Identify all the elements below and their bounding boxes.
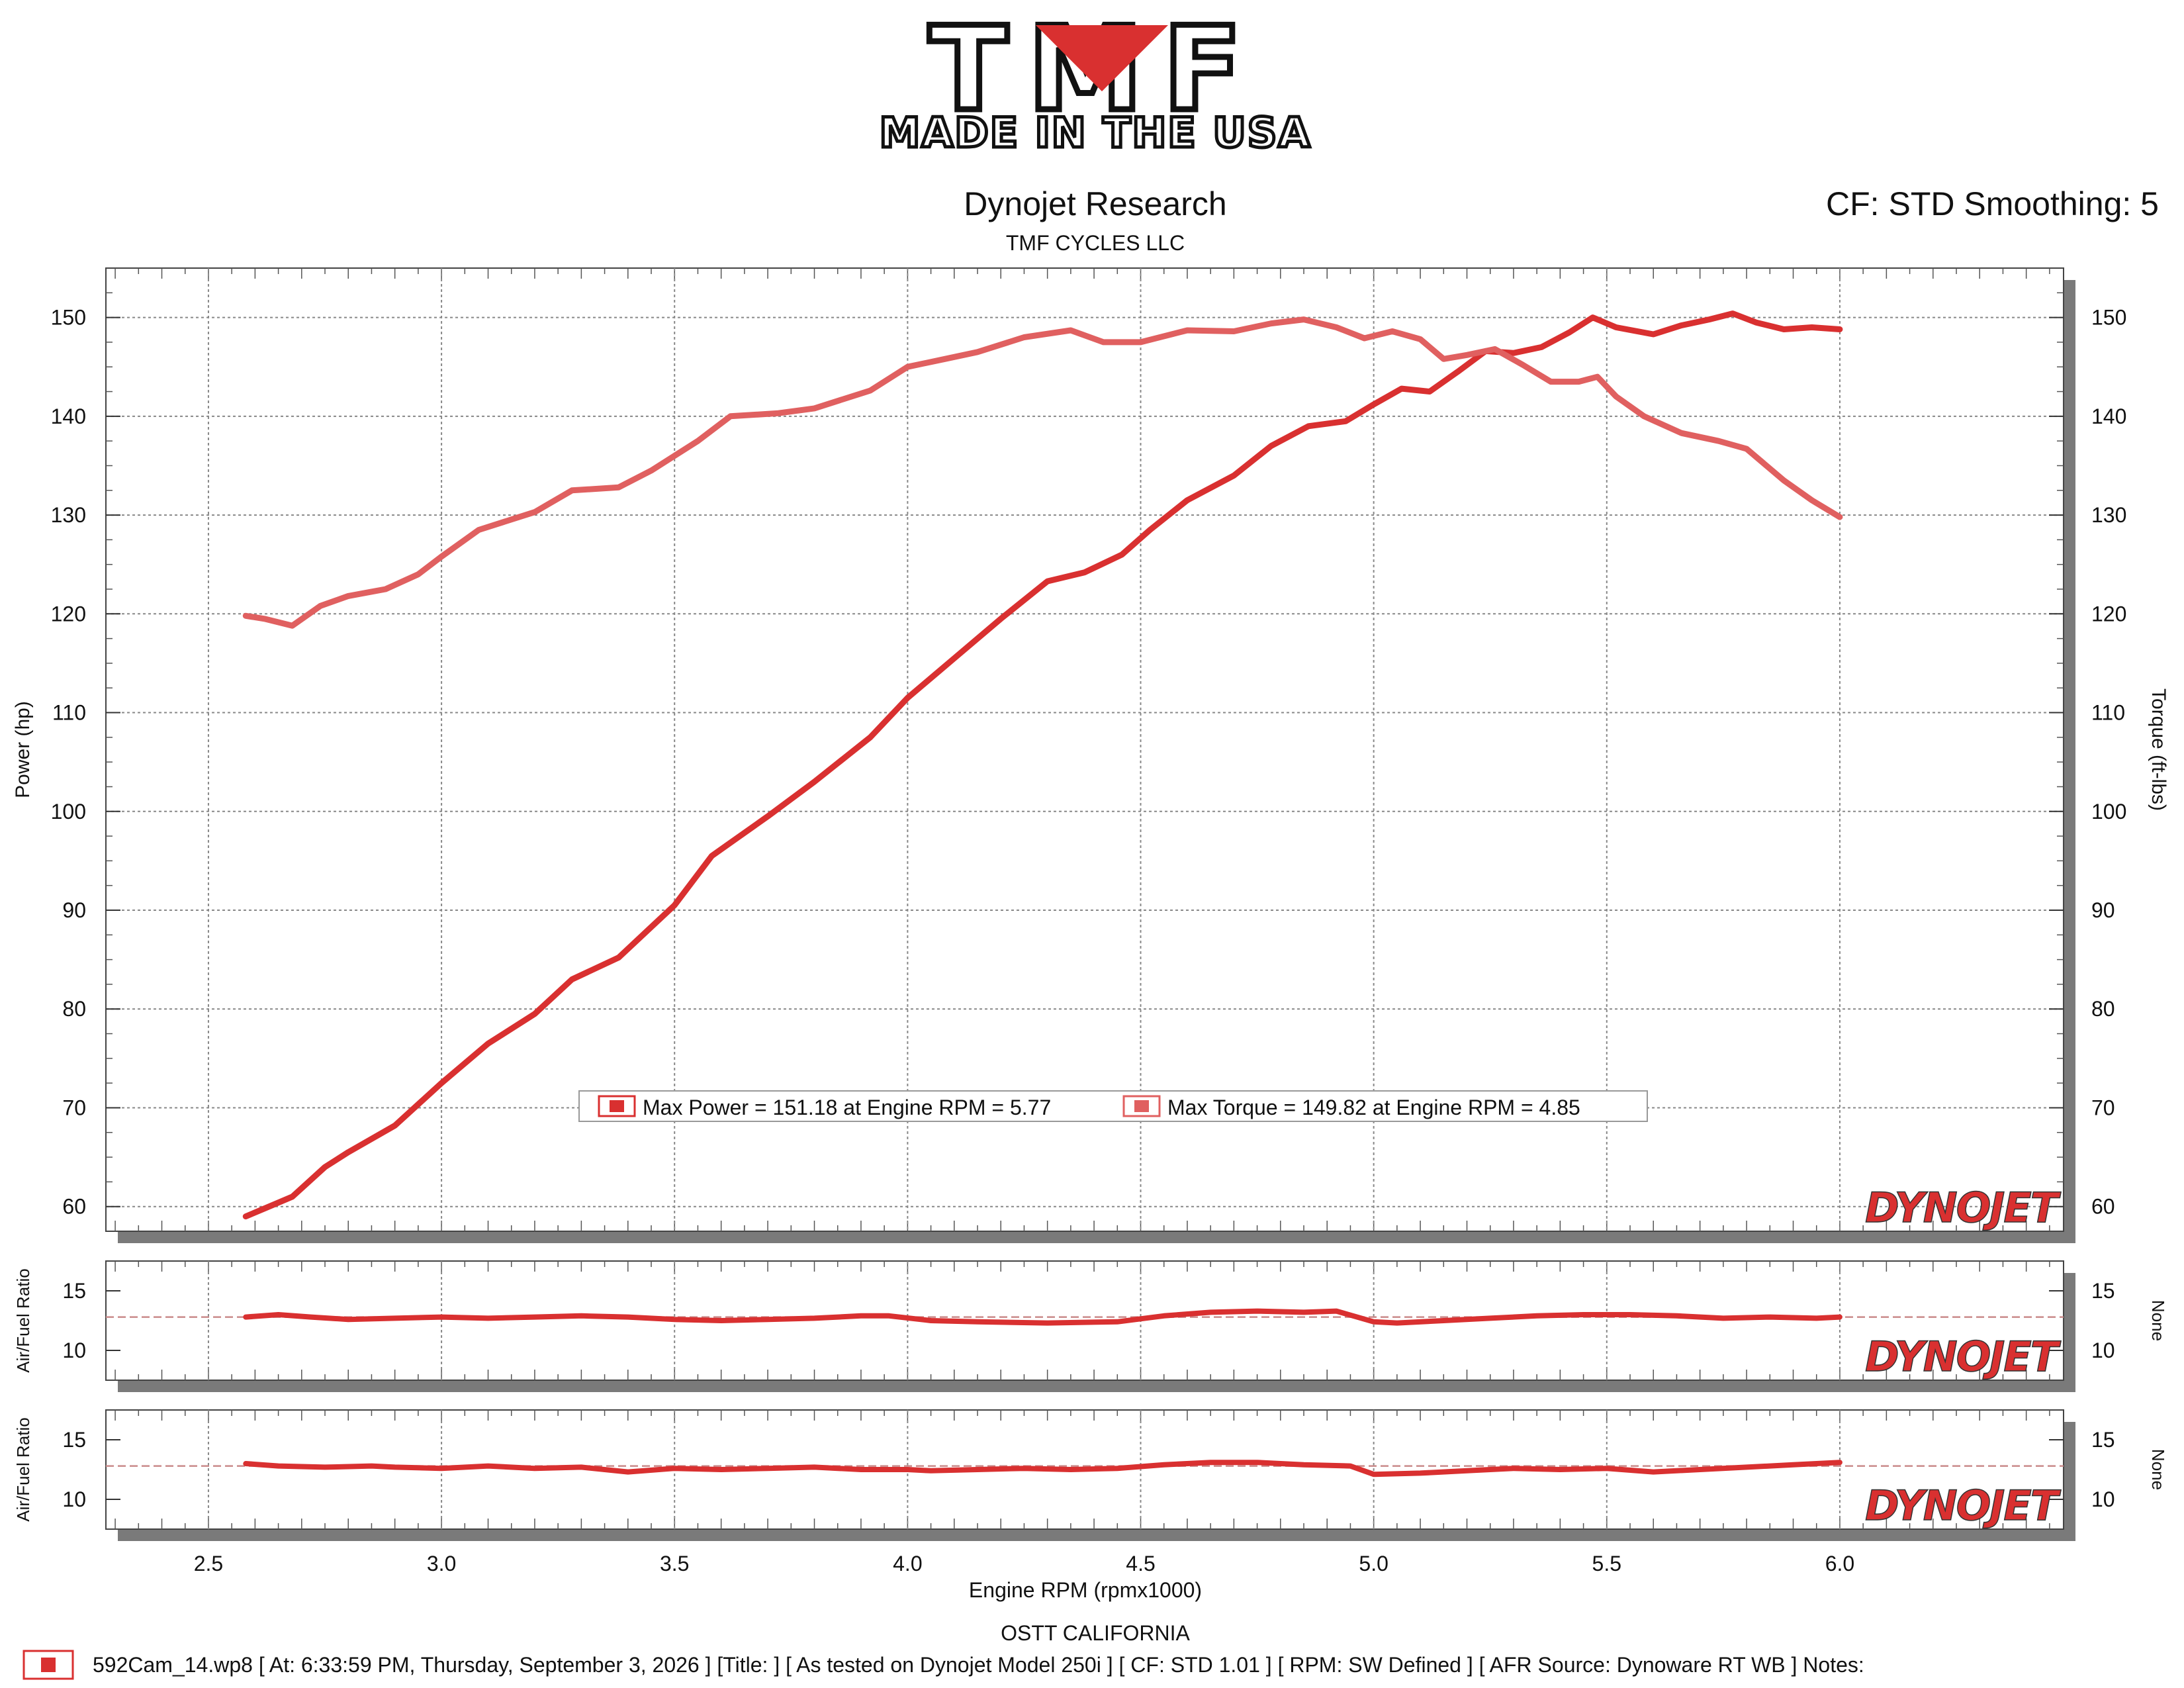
y-tick-label: 110 — [52, 701, 86, 725]
chart-panels: 60 60 70 70 80 80 90 90 100 100 110 110 120 120 130 130… — [12, 267, 2169, 1575]
legend-label: Max Torque = 149.82 at Engine RPM = 4.85 — [1167, 1096, 1580, 1119]
panel-2: 10 10 15 15 Air/Fuel Ratio None DYNOJET — [13, 1260, 2168, 1392]
legend: Max Power = 151.18 at Engine RPM = 5.77 M… — [578, 1090, 1648, 1122]
x-tick-label: 5.0 — [1359, 1552, 1388, 1575]
y2-tick-label: 140 — [2091, 404, 2126, 428]
y2-tick-label: 60 — [2091, 1195, 2115, 1219]
y2-tick-label: 70 — [2091, 1096, 2115, 1119]
y2-axis-title: None — [2148, 1449, 2168, 1490]
y2-tick-label: 10 — [2091, 1338, 2115, 1362]
y2-tick-label: 10 — [2091, 1487, 2115, 1511]
y-tick-label: 60 — [62, 1195, 86, 1219]
tmf-logo: TMF MADE IN THE USA — [878, 0, 1312, 159]
y2-axis-title: Torque (ft-lbs) — [2148, 688, 2169, 811]
panel-3: 10 10 15 15 Air/Fuel Ratio None DYNOJET — [13, 1409, 2168, 1541]
x-tick-label: 4.0 — [893, 1552, 922, 1575]
logo-triangle-icon — [1036, 25, 1168, 91]
y2-axis-title: None — [2148, 1300, 2168, 1341]
x-tick-label: 3.0 — [427, 1552, 456, 1575]
dynojet-watermark: DYNOJET — [1865, 1184, 2062, 1232]
series-line-power — [242, 310, 1843, 1220]
y-tick-label: 150 — [51, 306, 86, 330]
chart-subtitle: TMF CYCLES LLC — [1006, 231, 1185, 255]
series-line-air-fuel-ratio — [243, 1308, 1843, 1326]
y-tick-label: 10 — [62, 1338, 86, 1362]
x-tick-label: 2.5 — [194, 1552, 223, 1575]
series-line-torque — [242, 316, 1843, 629]
y-axis-title: Air/Fuel Ratio — [13, 1417, 33, 1522]
y-tick-label: 15 — [62, 1279, 86, 1303]
y2-tick-label: 130 — [2091, 503, 2126, 527]
y2-tick-label: 80 — [2091, 997, 2115, 1021]
panel-1: 60 60 70 70 80 80 90 90 100 100 110 110 120 120 130 130… — [12, 267, 2169, 1243]
x-tick-label: 3.5 — [660, 1552, 689, 1575]
y2-tick-label: 150 — [2091, 306, 2126, 330]
y-tick-label: 90 — [62, 898, 86, 922]
run-color-swatch-fill — [41, 1658, 56, 1672]
y2-tick-label: 120 — [2091, 602, 2126, 626]
legend-box — [578, 1090, 1648, 1122]
y2-tick-label: 90 — [2091, 898, 2115, 922]
panel-frame — [105, 267, 2064, 1232]
y-tick-label: 10 — [62, 1487, 86, 1511]
dynojet-watermark: DYNOJET — [1865, 1481, 2062, 1530]
y-tick-label: 100 — [51, 800, 86, 823]
y2-tick-label: 15 — [2091, 1428, 2115, 1452]
y2-tick-label: 15 — [2091, 1279, 2115, 1303]
y-tick-label: 130 — [51, 503, 86, 527]
cf-smoothing-label: CF: STD Smoothing: 5 — [1826, 185, 2159, 222]
y-tick-label: 120 — [51, 602, 86, 626]
y-axis-title: Air/Fuel Ratio — [13, 1268, 33, 1373]
legend-label: Max Power = 151.18 at Engine RPM = 5.77 — [643, 1096, 1051, 1119]
x-tick-label: 5.5 — [1592, 1552, 1621, 1575]
run-info: 592Cam_14.wp8 [ At: 6:33:59 PM, Thursday… — [93, 1653, 1864, 1677]
legend-swatch-fill — [1134, 1100, 1149, 1112]
y-tick-label: 70 — [62, 1096, 86, 1119]
run-color-swatch[interactable] — [23, 1650, 74, 1680]
location-label: OSTT CALIFORNIA — [1001, 1621, 1190, 1645]
x-axis-title: Engine RPM (rpmx1000) — [969, 1578, 1202, 1602]
y-tick-label: 80 — [62, 997, 86, 1021]
chart-title: Dynojet Research — [964, 185, 1226, 222]
series-line-air-fuel-ratio — [243, 1460, 1843, 1477]
y2-tick-label: 110 — [2091, 701, 2125, 725]
y-axis-title: Power (hp) — [12, 701, 34, 798]
logo-tagline: MADE IN THE USA — [880, 109, 1312, 157]
y-tick-label: 140 — [51, 404, 86, 428]
dynojet-watermark: DYNOJET — [1865, 1333, 2062, 1381]
legend-swatch-fill — [610, 1100, 624, 1112]
y-tick-label: 15 — [62, 1428, 86, 1452]
x-tick-label: 4.5 — [1126, 1552, 1155, 1575]
y2-tick-label: 100 — [2091, 800, 2126, 823]
legend-swatch — [598, 1095, 636, 1117]
x-tick-label: 6.0 — [1825, 1552, 1854, 1575]
